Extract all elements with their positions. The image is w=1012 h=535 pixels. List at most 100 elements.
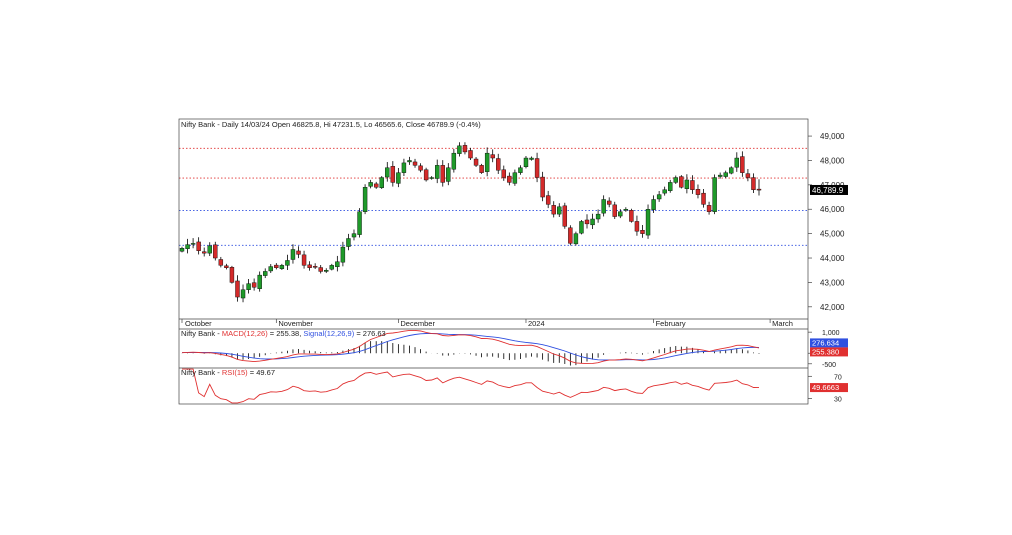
candle-body [651,199,656,210]
candle-body [468,150,473,159]
candle-body [274,264,279,268]
time-label: December [400,319,435,328]
candle-body [407,160,412,163]
candle-body [351,233,357,238]
candle-body [590,218,595,226]
price-tick-label: 46,000 [820,205,845,214]
candle-body [457,145,462,154]
rsi-line [182,368,760,404]
macd-line [181,329,760,365]
candle-body [263,271,268,276]
candle-body [235,280,240,298]
candle-body [268,266,273,272]
time-label: March [772,319,793,328]
macd-legend: Nifty Bank - MACD(12,26) = 255.38, Signa… [181,329,386,338]
macd-legend-part: = 276.63 [354,329,386,338]
macd-legend-part: MACD(12,26) [222,329,268,338]
candle-body [640,230,645,234]
signal-line [182,333,760,361]
candle-body [634,221,640,232]
candle-body [729,167,734,174]
candle-body [629,210,634,222]
candle-body [324,270,329,272]
candle-body [240,289,246,299]
time-label: 2024 [528,319,545,328]
candle-body [440,165,445,183]
time-label: February [656,319,686,328]
candle-body [734,157,740,168]
macd-legend-part: Signal(12,26,9) [303,329,354,338]
rsi-legend-part: Nifty Bank - [181,368,222,377]
candle-body [196,241,201,251]
candle-body [373,183,379,188]
candle-body [751,177,756,190]
candle-body [357,211,362,235]
rsi-badge-label: 49.6663 [812,383,839,392]
price-tick-label: 43,000 [820,278,845,287]
candle-body [540,176,545,198]
candle-body [551,205,556,215]
candle-body [529,157,534,160]
candle-body [218,259,224,266]
candle-body [246,283,251,290]
plot-frame [178,118,809,405]
candle-body [534,158,540,178]
candle-body [396,172,401,184]
candle-body [690,180,695,190]
candle-body [712,177,717,212]
candle-body [379,177,384,188]
candle-body [385,167,390,178]
candle-body [412,161,418,166]
signal-badge-label: 276.634 [812,338,839,347]
candle-body [507,175,512,183]
candle-body [562,205,568,227]
candle-body [290,249,296,260]
candle-body [745,173,751,178]
candle-body [717,174,723,177]
candle-body [329,265,334,270]
candle-body [279,265,285,269]
candle-body [607,200,612,205]
candle-body [706,205,712,212]
macd-legend-part: = 255.38, [268,329,304,338]
candle-body [213,244,218,259]
price-tick-label: 48,000 [820,156,845,165]
candle-body [435,165,440,179]
candle-body [490,154,495,159]
candle-body [595,213,601,220]
candle-body [251,282,257,288]
rsi-tick-label: 30 [834,396,842,403]
candle-body [673,177,678,183]
candle-body [479,165,484,173]
candle-body [346,238,351,247]
candle-body [318,267,323,272]
candle-body [573,233,579,245]
candle-body [179,248,185,252]
candle-body [656,194,662,200]
candle-body [362,187,368,212]
candle-body [451,152,457,170]
signal-badge [810,338,848,348]
candle-body [545,195,551,205]
candle-body [612,204,617,217]
candle-body [307,264,312,268]
candle-body [390,166,396,183]
candle-body [484,152,490,172]
price-tick-label: 42,000 [820,303,845,312]
candle-body [601,199,606,214]
chart-title: Nifty Bank - Daily 14/03/24 Open 46825.8… [181,120,481,129]
last-price-badge [810,184,848,195]
candle-body [568,227,573,244]
candle-body [340,246,346,263]
candle-body [518,167,523,173]
candle-body [557,206,562,215]
candle-body [668,182,673,191]
rsi-legend-part: = 49.67 [248,368,275,377]
macd-legend-part: Nifty Bank - [181,329,222,338]
price-tick-label: 45,000 [820,230,845,239]
candle-body [501,169,506,178]
candle-body [623,209,629,211]
candle-body [335,261,340,268]
candle-body [645,209,651,236]
